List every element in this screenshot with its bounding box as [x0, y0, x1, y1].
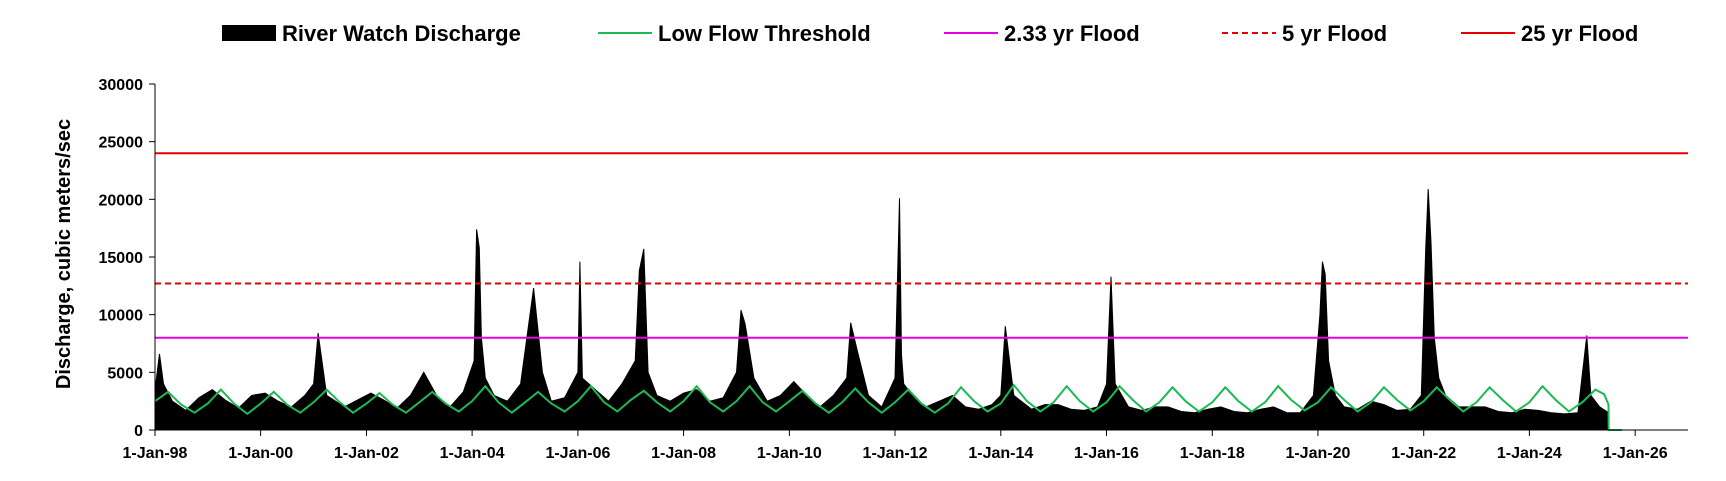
y-tick-label: 5000 — [107, 365, 143, 382]
x-tick-label: 1-Jan-22 — [1391, 445, 1456, 462]
discharge-area — [154, 188, 1610, 431]
legend-item: 2.33 yr Flood — [944, 21, 1140, 46]
x-tick-label: 1-Jan-04 — [440, 445, 505, 462]
legend-item: River Watch Discharge — [222, 21, 521, 46]
x-tick-label: 1-Jan-12 — [863, 445, 928, 462]
y-tick-label: 30000 — [99, 77, 144, 94]
y-tick-label: 15000 — [99, 250, 144, 267]
x-tick-label: 1-Jan-24 — [1497, 445, 1562, 462]
x-tick-label: 1-Jan-26 — [1603, 445, 1668, 462]
y-tick-label: 10000 — [99, 308, 144, 325]
x-tick-label: 1-Jan-06 — [545, 445, 610, 462]
y-tick-label: 0 — [134, 423, 143, 440]
legend: River Watch Discharge Low Flow Threshold 2… — [222, 21, 1638, 46]
x-tick-label: 1-Jan-08 — [651, 445, 716, 462]
y-axis-title: Discharge, cubic meters/sec — [53, 119, 75, 389]
x-tick-label: 1-Jan-98 — [123, 445, 188, 462]
low-flow-line — [154, 383, 1622, 431]
legend-swatch — [222, 25, 276, 41]
legend-label: 5 yr Flood — [1282, 21, 1387, 46]
legend-item: Low Flow Threshold — [598, 21, 871, 46]
legend-item: 5 yr Flood — [1222, 21, 1387, 46]
x-tick-label: 1-Jan-00 — [228, 445, 293, 462]
legend-label: Low Flow Threshold — [658, 21, 871, 46]
legend-label: 2.33 yr Flood — [1004, 21, 1140, 46]
legend-item: 25 yr Flood — [1461, 21, 1638, 46]
x-tick-label: 1-Jan-10 — [757, 445, 822, 462]
x-tick-label: 1-Jan-02 — [334, 445, 399, 462]
x-tick-label: 1-Jan-18 — [1180, 445, 1245, 462]
plot-area — [154, 152, 1688, 431]
y-tick-label: 25000 — [99, 135, 144, 152]
y-tick-label: 20000 — [99, 192, 144, 209]
x-tick-label: 1-Jan-16 — [1074, 445, 1139, 462]
x-tick-label: 1-Jan-14 — [968, 445, 1033, 462]
x-tick-label: 1-Jan-20 — [1285, 445, 1350, 462]
legend-label: River Watch Discharge — [282, 21, 521, 46]
axes: 0 5000 10000 15000 20000 25000 30000 1-Jan-98 1-… — [99, 77, 1688, 462]
legend-label: 25 yr Flood — [1521, 21, 1638, 46]
